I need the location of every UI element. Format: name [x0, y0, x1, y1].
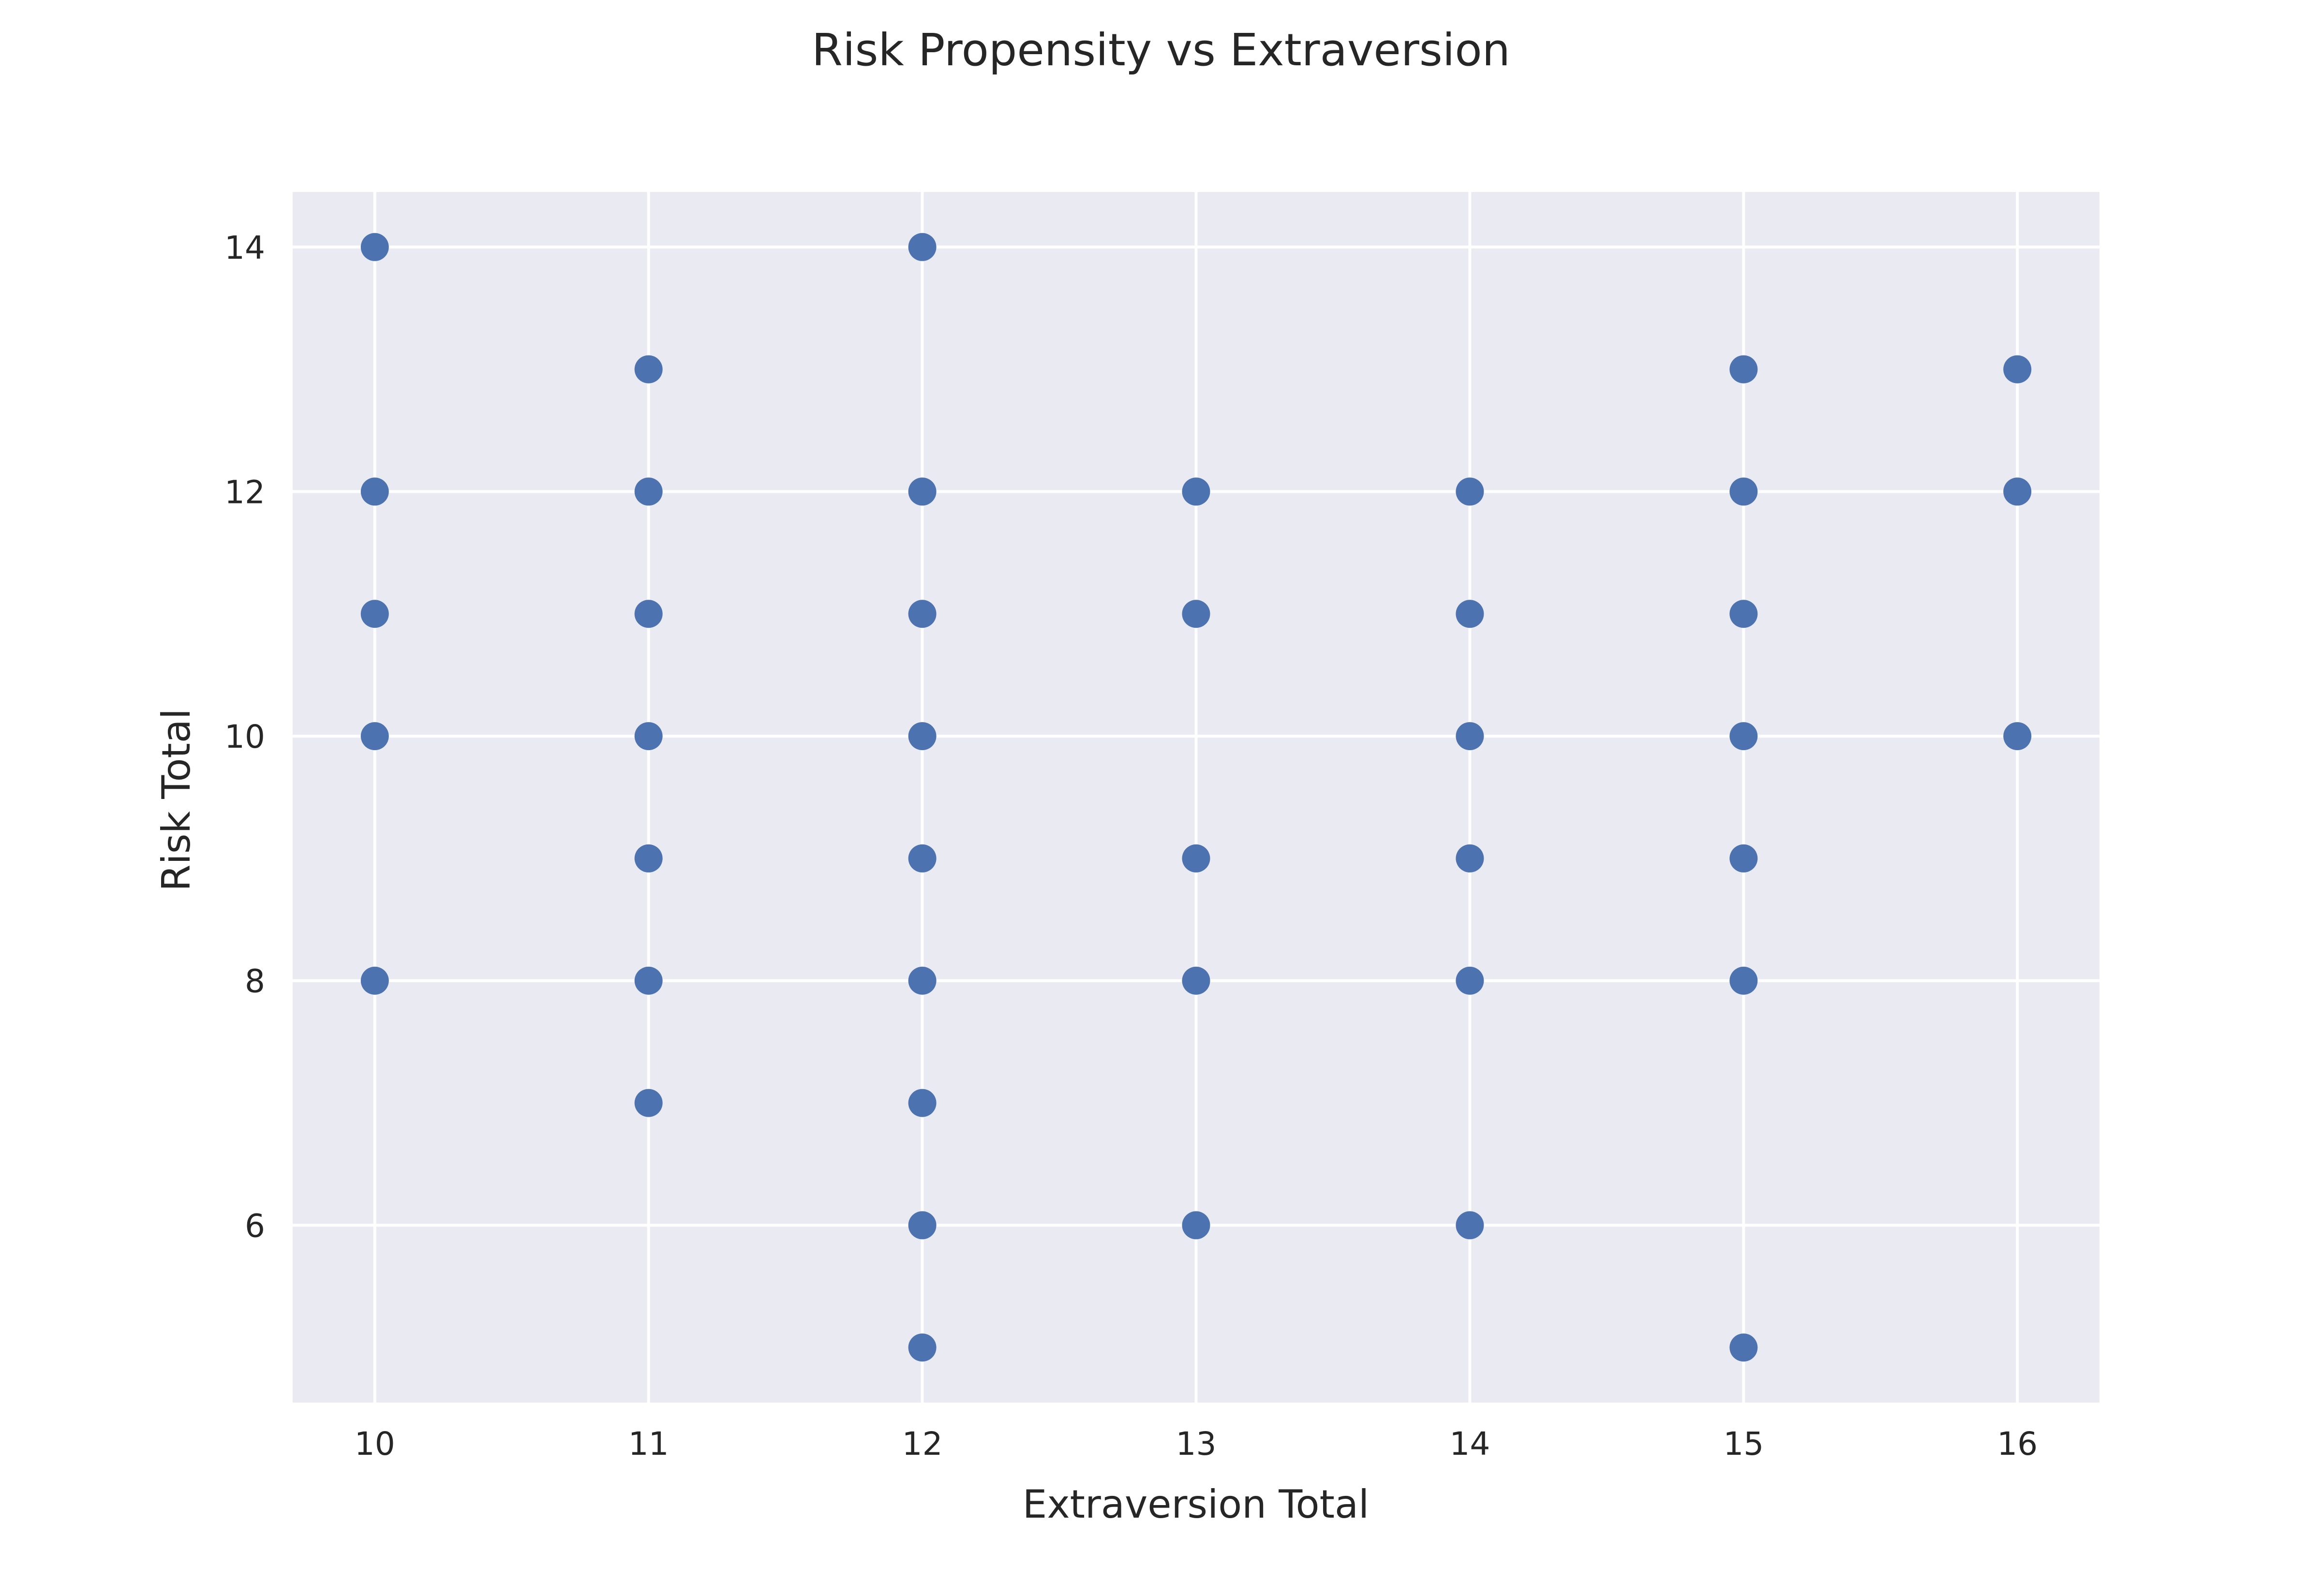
data-point	[634, 1089, 663, 1117]
data-point	[908, 477, 937, 506]
data-point	[1456, 477, 1484, 506]
y-tick-label: 6	[245, 1207, 265, 1244]
data-point	[1182, 600, 1210, 628]
data-point	[1729, 844, 1758, 872]
x-tick-label: 12	[902, 1425, 943, 1463]
data-point	[908, 600, 937, 628]
x-tick-label: 13	[1176, 1425, 1217, 1463]
data-point	[360, 233, 389, 261]
data-point	[1456, 1211, 1484, 1240]
y-tick-label: 10	[224, 718, 265, 755]
data-point	[1182, 844, 1210, 872]
x-tick-labels: 10 11 12 13 14 15 16	[355, 1425, 2038, 1463]
data-point	[634, 966, 663, 995]
data-point	[908, 1333, 937, 1362]
data-point	[634, 722, 663, 751]
y-axis-label: Risk Total	[154, 709, 199, 891]
data-point	[908, 233, 937, 261]
data-point	[2003, 477, 2032, 506]
data-point	[634, 844, 663, 872]
x-tick-label: 10	[355, 1425, 395, 1463]
data-points	[360, 233, 2032, 1362]
x-tick-label: 16	[1997, 1425, 2038, 1463]
data-point	[908, 966, 937, 995]
data-point	[634, 355, 663, 384]
chart-title: Risk Propensity vs Extraversion	[812, 24, 1510, 76]
data-point	[1729, 1333, 1758, 1362]
data-point	[1182, 477, 1210, 506]
data-point	[1456, 600, 1484, 628]
data-point	[1182, 966, 1210, 995]
data-point	[634, 600, 663, 628]
data-point	[1182, 1211, 1210, 1240]
x-tick-label: 14	[1449, 1425, 1490, 1463]
data-point	[1729, 722, 1758, 751]
data-point	[1729, 600, 1758, 628]
data-point	[1729, 477, 1758, 506]
data-point	[634, 477, 663, 506]
data-point	[1729, 966, 1758, 995]
data-point	[1456, 966, 1484, 995]
y-tick-label: 14	[224, 229, 265, 266]
data-point	[908, 1211, 937, 1240]
data-point	[1456, 844, 1484, 872]
data-point	[908, 1089, 937, 1117]
x-tick-label: 15	[1723, 1425, 1764, 1463]
data-point	[908, 844, 937, 872]
y-tick-labels: 6 8 10 12 14	[224, 229, 265, 1245]
x-tick-label: 11	[628, 1425, 669, 1463]
data-point	[908, 722, 937, 751]
y-tick-label: 12	[224, 473, 265, 511]
data-point	[360, 966, 389, 995]
data-point	[360, 600, 389, 628]
data-point	[1729, 355, 1758, 384]
x-axis-label: Extraversion Total	[1023, 1482, 1369, 1527]
data-point	[2003, 355, 2032, 384]
data-point	[360, 477, 389, 506]
data-point	[2003, 722, 2032, 751]
data-point	[1456, 722, 1484, 751]
y-tick-label: 8	[245, 963, 265, 1000]
data-point	[360, 722, 389, 751]
